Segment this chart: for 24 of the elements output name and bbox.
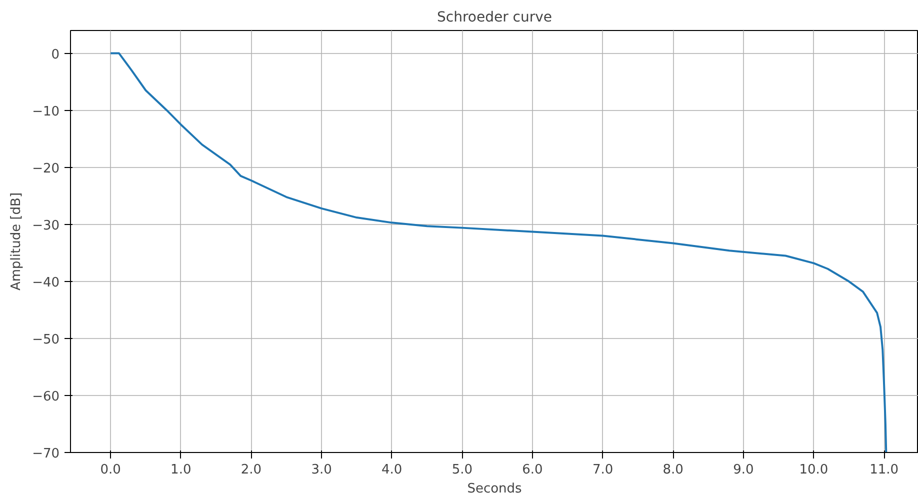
y-tick-label: 0 [51,47,60,62]
x-tick-label: 1.0 [170,462,192,478]
x-tick-label: 2.0 [240,462,262,478]
y-tick-label: −60 [32,389,60,404]
x-tick-label: 10.0 [799,462,828,478]
x-tick-label: 7.0 [592,462,614,478]
x-tick-label: 3.0 [311,462,332,478]
x-tick-label: 8.0 [662,462,684,478]
x-axis-title: Seconds [467,482,522,496]
y-tick-label: −50 [32,332,60,348]
x-tick-label: 9.0 [733,462,754,478]
x-tick-label: 4.0 [382,462,402,478]
x-tick-label: 5.0 [452,462,473,478]
x-tick-label: 0.0 [100,462,121,478]
y-tick-label: −70 [32,446,60,462]
y-tick-label: −40 [32,275,60,290]
y-axis-title: Amplitude [dB] [9,192,24,291]
chart-title: Schroeder curve [436,10,552,26]
x-tick-label: 6.0 [522,462,543,478]
y-tick-label: −10 [32,104,60,120]
line-series [110,52,888,452]
y-tick-label: −20 [32,161,60,176]
y-tick-label: −30 [32,218,60,234]
x-tick-label: 11.0 [870,462,899,478]
